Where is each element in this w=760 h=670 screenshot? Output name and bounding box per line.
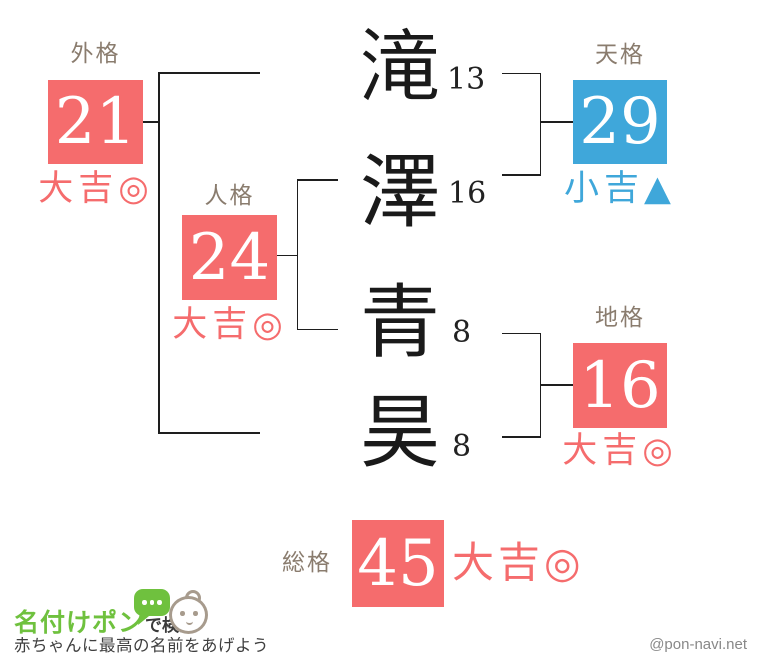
- chikaku-box-stub-line: [541, 384, 573, 386]
- site-credit: @pon-navi.net: [649, 636, 747, 653]
- bubble-dot: [157, 600, 162, 605]
- tenkaku-value: 29: [579, 85, 661, 159]
- chikaku-bracket-bottom-line: [502, 436, 540, 438]
- chikaku-label: 地格: [595, 304, 645, 330]
- chikaku-value: 16: [579, 348, 661, 423]
- name-char-3: 青: [360, 276, 440, 369]
- chikaku-value-box: 16: [573, 343, 667, 428]
- bubble-dot: [142, 600, 147, 605]
- jinkaku-bracket-top-line: [297, 179, 338, 181]
- soukaku-value: 45: [357, 526, 439, 601]
- name-char-1: 滝: [360, 21, 440, 114]
- name-char-4: 昊: [360, 386, 440, 479]
- stroke-count-4: 8: [452, 429, 472, 464]
- brand-tagline: 赤ちゃんに最高の名前をあげよう: [14, 637, 269, 655]
- soukaku-luck: 大吉◎: [452, 538, 585, 587]
- jinkaku-value: 24: [188, 220, 271, 295]
- stroke-count-2: 16: [448, 176, 487, 211]
- gaikaku-bracket-top-line: [158, 72, 260, 74]
- chikaku-luck: 大吉◎: [562, 431, 678, 471]
- speech-bubble-icon: [134, 589, 170, 616]
- gaikaku-luck: 大吉◎: [38, 169, 154, 209]
- bubble-dot: [149, 600, 155, 605]
- tenkaku-bracket-top-line: [502, 72, 540, 74]
- jinkaku-bracket-vertical-line: [296, 179, 298, 330]
- tenkaku-value-box: 29: [573, 80, 667, 164]
- tenkaku-luck: 小吉▲: [564, 169, 676, 209]
- jinkaku-bracket-bottom-line: [297, 328, 338, 330]
- baby-face-icon: [169, 596, 208, 634]
- gaikaku-value-box: 21: [48, 80, 143, 164]
- chikaku-bracket-top-line: [502, 332, 540, 334]
- gaikaku-label: 外格: [70, 40, 121, 66]
- baby-mouth: [186, 618, 193, 625]
- gaikaku-value: 21: [54, 85, 137, 159]
- brand-name: 名付けポン: [14, 609, 145, 637]
- gaikaku-bracket-vertical-line: [158, 72, 160, 434]
- tenkaku-bracket-vertical-line: [539, 72, 541, 176]
- jinkaku-box-stub-line: [277, 254, 297, 256]
- jinkaku-value-box: 24: [182, 215, 277, 300]
- jinkaku-label: 人格: [204, 182, 255, 208]
- baby-eye-left: [180, 611, 185, 616]
- tenkaku-label: 天格: [595, 41, 645, 67]
- gaikaku-box-stub-line: [143, 121, 158, 123]
- baby-eye-right: [193, 611, 198, 616]
- soukaku-label: 総格: [282, 549, 332, 575]
- tenkaku-bracket-bottom-line: [502, 174, 540, 176]
- jinkaku-luck: 大吉◎: [172, 305, 288, 345]
- name-char-2: 澤: [360, 146, 440, 239]
- tenkaku-box-stub-line: [541, 121, 573, 123]
- speech-bubble-tail: [138, 610, 154, 627]
- soukaku-value-box: 45: [352, 520, 444, 607]
- stroke-count-3: 8: [452, 315, 472, 350]
- gaikaku-bracket-bottom-line: [158, 432, 260, 434]
- stroke-count-1: 13: [447, 62, 486, 97]
- chikaku-bracket-vertical-line: [539, 332, 541, 438]
